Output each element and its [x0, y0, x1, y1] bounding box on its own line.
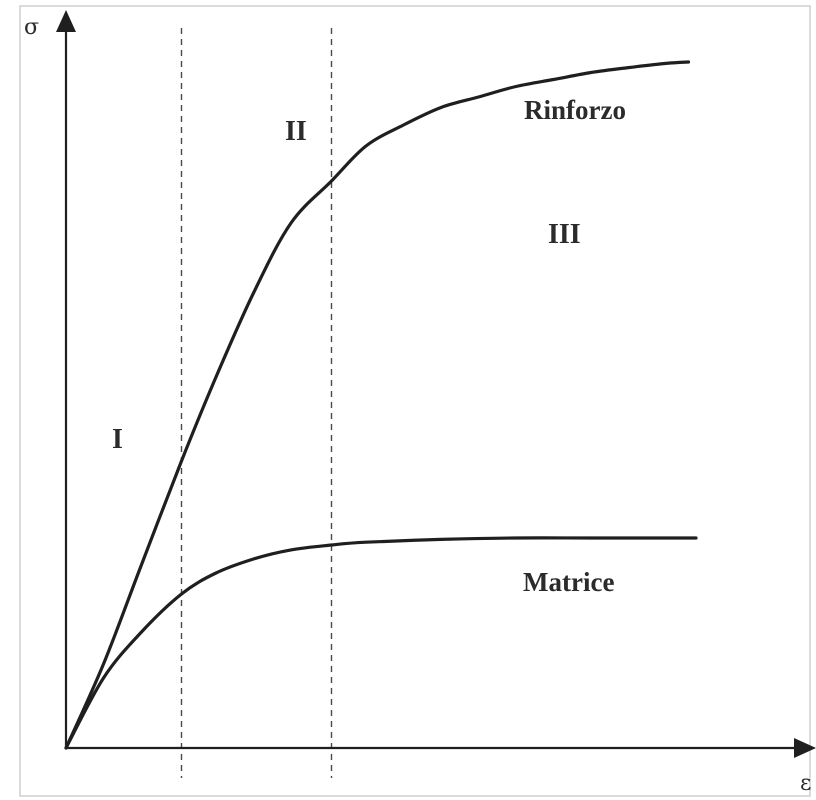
zone-dividers: [180, 28, 333, 778]
series-line-rinforzo: [64, 60, 691, 750]
zone-label-ii: II: [285, 116, 307, 147]
x-axis-label: ε: [800, 771, 811, 796]
zone-label-i: I: [112, 424, 123, 455]
series-label-matrice: Matrice: [523, 567, 614, 597]
series-curves: [64, 60, 698, 750]
y-axis-arrow: [56, 10, 76, 32]
figure-frame: [19, 5, 811, 797]
zone-label-iii: III: [548, 219, 581, 250]
x-axis-arrow: [794, 738, 816, 758]
series-label-rinforzo: Rinforzo: [524, 95, 626, 125]
y-axis-label: σ: [24, 15, 39, 40]
series-line-matrice: [64, 536, 698, 750]
